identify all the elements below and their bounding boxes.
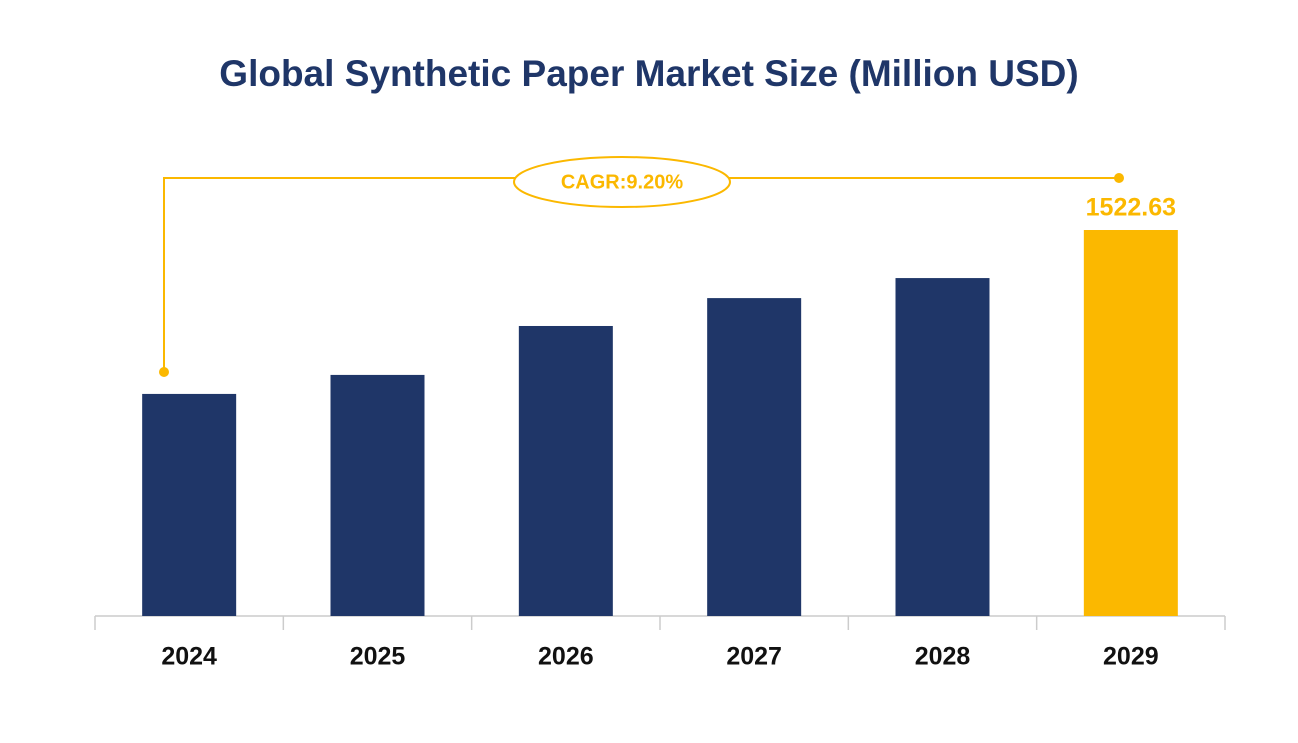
bar [895,278,990,616]
bracket-line [163,177,1119,372]
cagr-ellipse [513,156,731,208]
cagr-label: CAGR:9.20% [561,171,683,193]
chart-title: Global Synthetic Paper Market Size (Mill… [219,53,1078,94]
value-label: 1522.63 [1086,194,1176,222]
bracket-dot [1114,173,1124,183]
bar [707,298,802,616]
x-tick-label: 2029 [1103,643,1159,671]
x-tick-label: 2026 [538,643,594,671]
bracket-dot [159,367,169,377]
bar [1083,230,1178,616]
x-tick-label: 2024 [161,643,217,671]
x-tick-label: 2025 [350,643,406,671]
cagr-bracket: CAGR:9.20% [159,156,1124,377]
x-tick-label: 2027 [726,643,782,671]
x-tick-label: 2028 [915,643,971,671]
bar [142,393,237,616]
bar [518,325,613,616]
bar [330,374,425,616]
